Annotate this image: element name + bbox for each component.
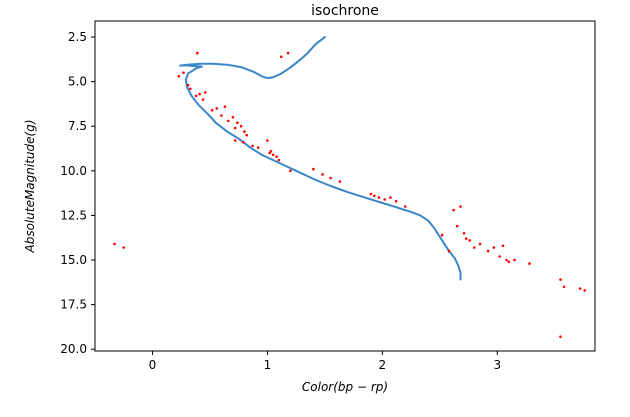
star-point xyxy=(275,155,278,158)
star-point xyxy=(501,244,505,248)
star-point xyxy=(204,91,207,94)
axes-frame xyxy=(94,20,596,352)
axes-layer xyxy=(94,20,596,352)
star-point xyxy=(440,233,444,237)
star-point xyxy=(243,130,246,133)
star-point xyxy=(279,55,283,58)
star-point xyxy=(447,249,451,253)
star-point xyxy=(220,114,223,117)
star-point xyxy=(268,151,272,155)
star-point xyxy=(389,196,392,199)
y-axis-title: AbsoluteMagnitude(g) xyxy=(23,119,37,253)
star-point xyxy=(394,199,398,203)
star-point xyxy=(227,119,230,123)
star-point xyxy=(373,194,376,198)
star-point xyxy=(465,237,468,240)
star-point xyxy=(486,249,490,253)
y-tick-label: 7.5 xyxy=(68,119,87,133)
star-point xyxy=(321,173,324,176)
star-point xyxy=(473,246,476,249)
star-point xyxy=(377,196,381,199)
y-tick-label: 17.5 xyxy=(60,298,87,312)
y-tick-label: 2.5 xyxy=(68,30,87,44)
star-point xyxy=(468,239,472,242)
star-point xyxy=(338,180,342,183)
star-point xyxy=(215,107,219,110)
x-tick-label: 1 xyxy=(264,358,272,372)
star-point xyxy=(113,242,116,246)
star-point xyxy=(329,176,332,180)
star-point xyxy=(198,92,201,96)
star-point xyxy=(459,205,462,208)
star-point xyxy=(528,262,531,265)
star-point xyxy=(578,287,582,290)
star-point xyxy=(189,87,192,91)
star-point xyxy=(369,192,373,196)
star-point xyxy=(251,144,254,148)
star-point xyxy=(478,242,482,246)
star-point xyxy=(223,105,227,108)
star-point xyxy=(122,246,125,249)
y-tick-label: 12.5 xyxy=(60,208,87,222)
star-point xyxy=(404,205,407,208)
plot-area xyxy=(95,21,595,351)
star-point xyxy=(266,139,269,142)
star-point xyxy=(312,167,315,171)
star-point xyxy=(277,158,281,162)
star-point xyxy=(559,335,562,339)
star-point xyxy=(559,278,562,281)
star-point xyxy=(231,116,235,119)
x-tick-label: 0 xyxy=(149,358,157,372)
star-point xyxy=(177,75,181,78)
y-tick-label: 10.0 xyxy=(60,164,87,178)
x-tick-label: 3 xyxy=(493,358,501,372)
y-tick-label: 5.0 xyxy=(68,75,87,89)
series-layer xyxy=(113,36,586,339)
star-point xyxy=(492,246,496,249)
star-point xyxy=(186,83,190,87)
star-point xyxy=(242,141,245,144)
star-point xyxy=(194,94,198,98)
star-point xyxy=(498,255,501,258)
star-point xyxy=(562,285,566,289)
star-point xyxy=(513,258,516,262)
star-point xyxy=(271,153,275,157)
star-point xyxy=(196,51,199,55)
star-point xyxy=(383,198,387,201)
star-point xyxy=(507,260,511,264)
star-point xyxy=(236,121,239,124)
star-point xyxy=(256,146,260,149)
star-point xyxy=(462,232,466,235)
star-point xyxy=(239,124,243,128)
star-point xyxy=(233,139,237,142)
star-point xyxy=(233,126,237,130)
star-point xyxy=(182,71,185,74)
x-axis-ticks: 0 1 2 3 xyxy=(149,351,501,372)
x-tick-label: 2 xyxy=(379,358,387,372)
star-point xyxy=(289,169,292,173)
star-point xyxy=(505,258,508,262)
y-tick-label: 15.0 xyxy=(60,253,87,267)
star-point xyxy=(245,133,248,137)
star-point xyxy=(210,108,214,112)
star-point xyxy=(201,98,205,101)
star-point xyxy=(455,224,459,228)
y-axis-ticks: 2.5 5.0 7.5 10.0 12.5 15.0 17.5 20.0 xyxy=(60,30,95,356)
star-point xyxy=(452,208,455,212)
isochrone-line xyxy=(179,36,462,281)
y-tick-label: 20.0 xyxy=(60,342,87,356)
star-point xyxy=(286,51,290,55)
x-axis-title: Color(bp − rp) xyxy=(302,380,388,394)
star-point xyxy=(583,289,586,292)
chart-title: isochrone xyxy=(311,3,379,19)
